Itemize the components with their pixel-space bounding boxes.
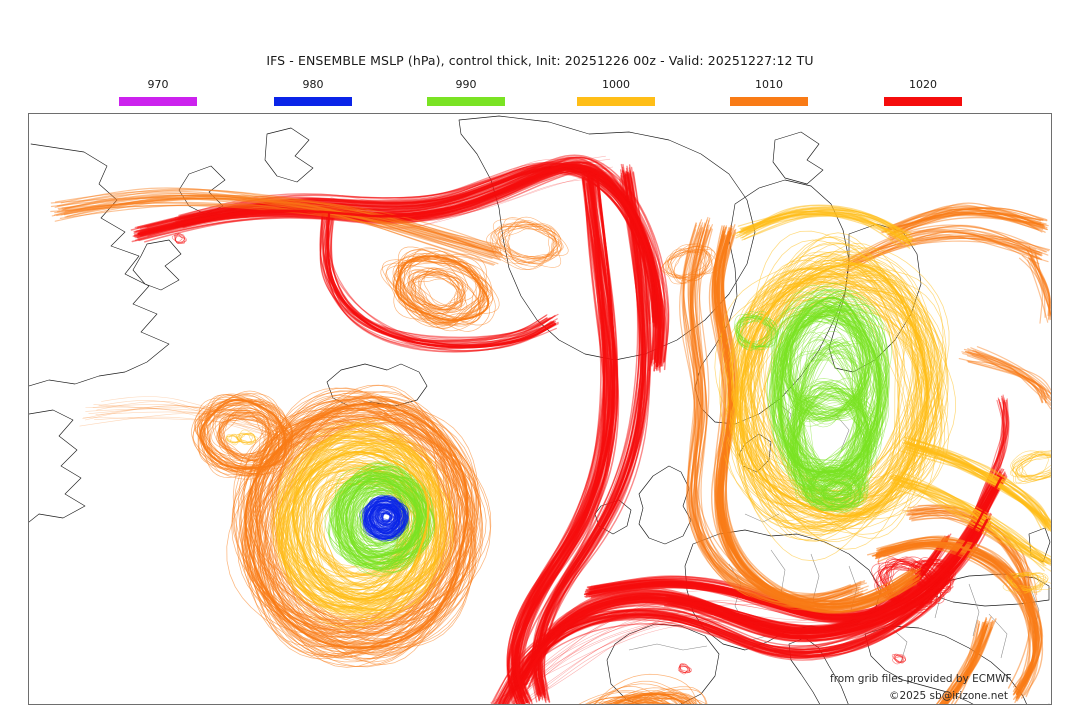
legend-item-1000: 1000 [561,78,671,106]
legend-swatch-1000 [577,97,655,106]
legend-item-990: 990 [411,78,521,106]
legend-item-1020: 1020 [868,78,978,106]
legend-swatch-990 [427,97,505,106]
legend-swatch-1020 [884,97,962,106]
legend-swatch-980 [274,97,352,106]
legend-swatch-1010 [730,97,808,106]
page-title: IFS - ENSEMBLE MSLP (hPa), control thick… [266,53,814,68]
legend-label-980: 980 [302,78,324,91]
legend-label-1000: 1000 [602,78,630,91]
credit-source: from grib files provided by ECMWF [830,673,1012,685]
contour-level-legend: 970 980 990 1000 1010 1020 [0,78,1080,110]
legend-label-1010: 1010 [755,78,783,91]
legend-swatch-970 [119,97,197,106]
map-panel [28,113,1052,705]
credit-copyright: ©2025 sb@irizone.net [889,690,1008,702]
legend-label-970: 970 [147,78,169,91]
legend-label-990: 990 [455,78,477,91]
legend-item-970: 970 [103,78,213,106]
legend-label-1020: 1020 [909,78,937,91]
legend-item-1010: 1010 [714,78,824,106]
legend-item-980: 980 [258,78,368,106]
ensemble-contour-map [29,115,1051,704]
ensemble-contour-layer [50,154,1051,704]
